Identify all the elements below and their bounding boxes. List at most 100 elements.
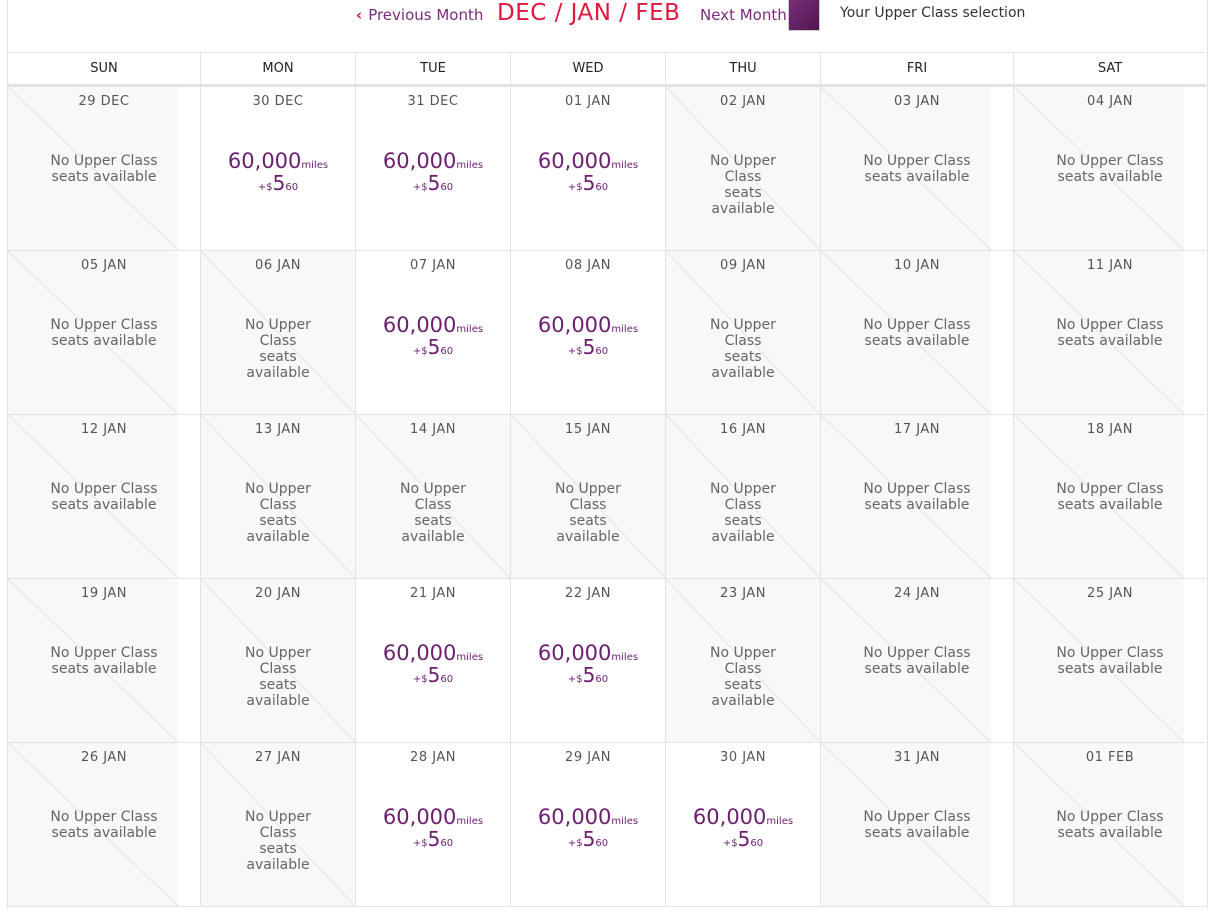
day-price: 60,000miles +$560 [201, 149, 355, 195]
miles-amount: 60,000 [382, 641, 457, 665]
calendar-day-unavailable: 05 JAN No Upper Class seats available [8, 251, 200, 415]
day-price: 60,000miles +$560 [356, 641, 510, 687]
day-date: 30 JAN [720, 750, 766, 765]
miles-line: 60,000miles [666, 805, 820, 829]
miles-line: 60,000miles [511, 149, 665, 173]
day-header-wed: WED [510, 52, 665, 87]
fee-major: 5 [737, 827, 751, 851]
no-seats-message: No Upper Class seats available [863, 317, 971, 349]
unavailable-hatch [511, 415, 665, 578]
day-date: 01 JAN [565, 94, 611, 109]
unavailable-hatch [666, 87, 820, 250]
fee-major: 5 [427, 335, 441, 359]
day-date: 16 JAN [720, 422, 766, 437]
calendar-day-available[interactable]: 22 JAN 60,000miles +$560 [510, 579, 665, 743]
fee-line: +$560 [511, 335, 665, 359]
unavailable-hatch [821, 579, 991, 742]
fee-major: 5 [427, 171, 441, 195]
no-seats-message: No Upper Class seats available [245, 317, 311, 381]
fee-minor: 60 [595, 182, 609, 193]
no-seats-message: No Upper Class seats available [50, 153, 158, 185]
no-seats-message: No Upper Class seats available [710, 481, 776, 545]
calendar-day-available[interactable]: 01 JAN 60,000miles +$560 [510, 87, 665, 251]
fee-minor: 60 [595, 346, 609, 357]
miles-line: 60,000miles [356, 641, 510, 665]
no-seats-message: No Upper Class seats available [400, 481, 466, 545]
day-date: 08 JAN [565, 258, 611, 273]
calendar-day-unavailable: 06 JAN No Upper Class seats available [200, 251, 355, 415]
calendar-day-unavailable: 18 JAN No Upper Class seats available [1013, 415, 1206, 579]
miles-unit: miles [611, 160, 639, 171]
unavailable-hatch [1014, 743, 1184, 906]
day-date: 19 JAN [81, 586, 127, 601]
no-seats-message: No Upper Class seats available [245, 645, 311, 709]
day-date: 28 JAN [410, 750, 456, 765]
miles-amount: 60,000 [692, 805, 767, 829]
no-seats-message: No Upper Class seats available [863, 645, 971, 677]
miles-unit: miles [456, 324, 484, 335]
fee-major: 5 [582, 335, 596, 359]
calendar-day-available[interactable]: 30 DEC 60,000miles +$560 [200, 87, 355, 251]
calendar-day-unavailable: 31 JAN No Upper Class seats available [820, 743, 1013, 907]
day-date: 05 JAN [81, 258, 127, 273]
no-seats-message: No Upper Class seats available [245, 481, 311, 545]
unavailable-hatch [8, 87, 178, 250]
no-seats-message: No Upper Class seats available [50, 317, 158, 349]
unavailable-hatch [8, 251, 178, 414]
no-seats-message: No Upper Class seats available [710, 317, 776, 381]
calendar-day-unavailable: 16 JAN No Upper Class seats available [665, 415, 820, 579]
no-seats-message: No Upper Class seats available [710, 645, 776, 709]
fee-prefix: +$ [412, 674, 428, 685]
calendar-day-available[interactable]: 28 JAN 60,000miles +$560 [355, 743, 510, 907]
unavailable-hatch [1014, 579, 1184, 742]
day-price: 60,000miles +$560 [511, 313, 665, 359]
no-seats-message: No Upper Class seats available [50, 809, 158, 841]
no-seats-message: No Upper Class seats available [245, 809, 311, 873]
unavailable-hatch [201, 743, 355, 906]
miles-amount: 60,000 [537, 805, 612, 829]
calendar-day-available[interactable]: 08 JAN 60,000miles +$560 [510, 251, 665, 415]
miles-line: 60,000miles [511, 313, 665, 337]
day-header-fri: FRI [820, 52, 1013, 87]
fee-line: +$560 [511, 663, 665, 687]
miles-unit: miles [456, 652, 484, 663]
day-price: 60,000miles +$560 [511, 805, 665, 851]
fee-prefix: +$ [257, 182, 273, 193]
day-date: 09 JAN [720, 258, 766, 273]
day-date: 29 DEC [78, 94, 130, 109]
unavailable-hatch [201, 579, 355, 742]
selection-legend-label: Your Upper Class selection [840, 5, 1026, 21]
no-seats-message: No Upper Class seats available [863, 481, 971, 513]
calendar-day-available[interactable]: 21 JAN 60,000miles +$560 [355, 579, 510, 743]
day-price: 60,000miles +$560 [666, 805, 820, 851]
day-date: 24 JAN [894, 586, 940, 601]
unavailable-hatch [201, 251, 355, 414]
calendar-day-available[interactable]: 07 JAN 60,000miles +$560 [355, 251, 510, 415]
next-month-link[interactable]: Next Month [700, 6, 787, 24]
no-seats-message: No Upper Class seats available [1056, 645, 1164, 677]
miles-amount: 60,000 [382, 313, 457, 337]
day-header-thu: THU [665, 52, 820, 87]
unavailable-hatch [8, 579, 178, 742]
calendar-day-unavailable: 13 JAN No Upper Class seats available [200, 415, 355, 579]
no-seats-message: No Upper Class seats available [1056, 153, 1164, 185]
calendar-day-available[interactable]: 29 JAN 60,000miles +$560 [510, 743, 665, 907]
day-date: 02 JAN [720, 94, 766, 109]
fee-prefix: +$ [412, 838, 428, 849]
fee-line: +$560 [666, 827, 820, 851]
unavailable-hatch [666, 579, 820, 742]
calendar-day-available[interactable]: 30 JAN 60,000miles +$560 [665, 743, 820, 907]
calendar-frame [7, 0, 1208, 909]
unavailable-hatch [8, 415, 178, 578]
no-seats-message: No Upper Class seats available [1056, 809, 1164, 841]
month-navigation: ‹ Previous Month DEC / JAN / FEB Next Mon… [0, 0, 1214, 52]
calendar-day-unavailable: 29 DEC No Upper Class seats available [8, 87, 200, 251]
fee-minor: 60 [440, 674, 454, 685]
calendar-day-available[interactable]: 31 DEC 60,000miles +$560 [355, 87, 510, 251]
previous-month-link[interactable]: ‹ Previous Month [356, 6, 483, 24]
fee-line: +$560 [356, 335, 510, 359]
day-date: 21 JAN [410, 586, 456, 601]
miles-unit: miles [456, 160, 484, 171]
unavailable-hatch [1014, 251, 1184, 414]
unavailable-hatch [821, 87, 991, 250]
